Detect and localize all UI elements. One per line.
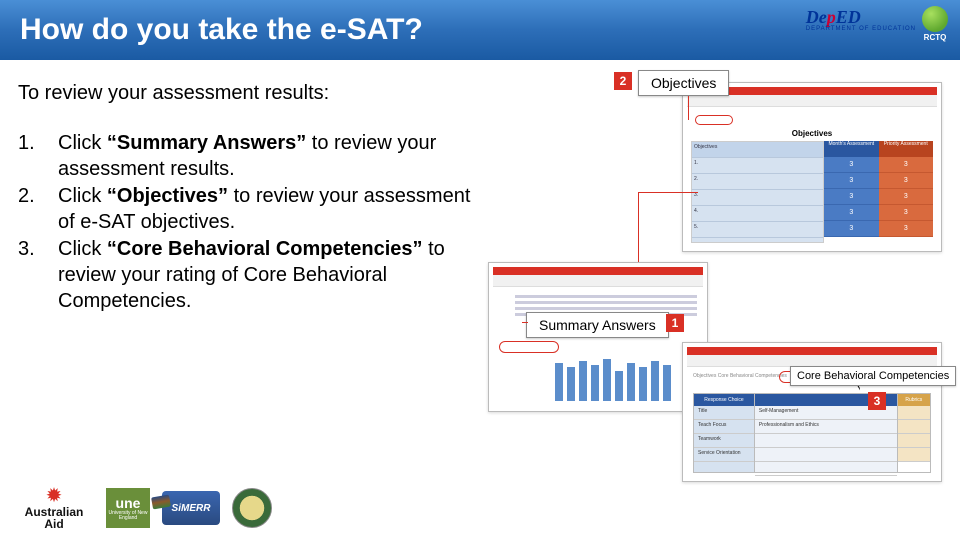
callout-objectives: Objectives [638, 70, 729, 96]
slide-header: How do you take the e-SAT? DepED DEPARTM… [0, 0, 960, 60]
badge-3: 3 [868, 392, 886, 410]
rctq-icon [922, 6, 948, 32]
screenshot-cbc: Objectives Core Behavioral Competencies … [682, 342, 942, 482]
deped-logo: DepED DEPARTMENT OF EDUCATION [806, 7, 916, 32]
summary-bar-chart [555, 353, 671, 401]
rctq-label: RCTQ [924, 33, 947, 42]
steps-list: Click “Summary Answers” to review your a… [18, 131, 488, 314]
step-3: Click “Core Behavioral Competencies” to … [18, 237, 488, 314]
summary-answers-button-marker [499, 341, 559, 353]
objectives-button-marker [695, 115, 733, 125]
badge-1: 1 [666, 314, 684, 332]
screenshot-column: Objectives Objectives1.2.3.4.5. Month's … [488, 82, 942, 482]
simerr-logo: SiMERR [162, 491, 220, 525]
step-2: Click “Objectives” to review your assess… [18, 184, 488, 235]
intro-text: To review your assessment results: [18, 82, 488, 105]
australian-aid-logo: ✹ AustralianAid [14, 488, 94, 528]
text-column: To review your assessment results: Click… [18, 82, 488, 482]
university-seal-logo [232, 488, 272, 528]
header-logos: DepED DEPARTMENT OF EDUCATION RCTQ [806, 6, 948, 32]
callout-summary: Summary Answers [526, 312, 669, 338]
badge-2: 2 [614, 72, 632, 90]
une-logo: une University of New England [106, 488, 150, 528]
step-1: Click “Summary Answers” to review your a… [18, 131, 488, 182]
callout-cbc: Core Behavioral Competencies [790, 366, 956, 386]
slide-title: How do you take the e-SAT? [20, 13, 423, 47]
footer-logos: ✹ AustralianAid une University of New En… [14, 488, 272, 528]
screenshot-objectives: Objectives Objectives1.2.3.4.5. Month's … [682, 82, 942, 252]
